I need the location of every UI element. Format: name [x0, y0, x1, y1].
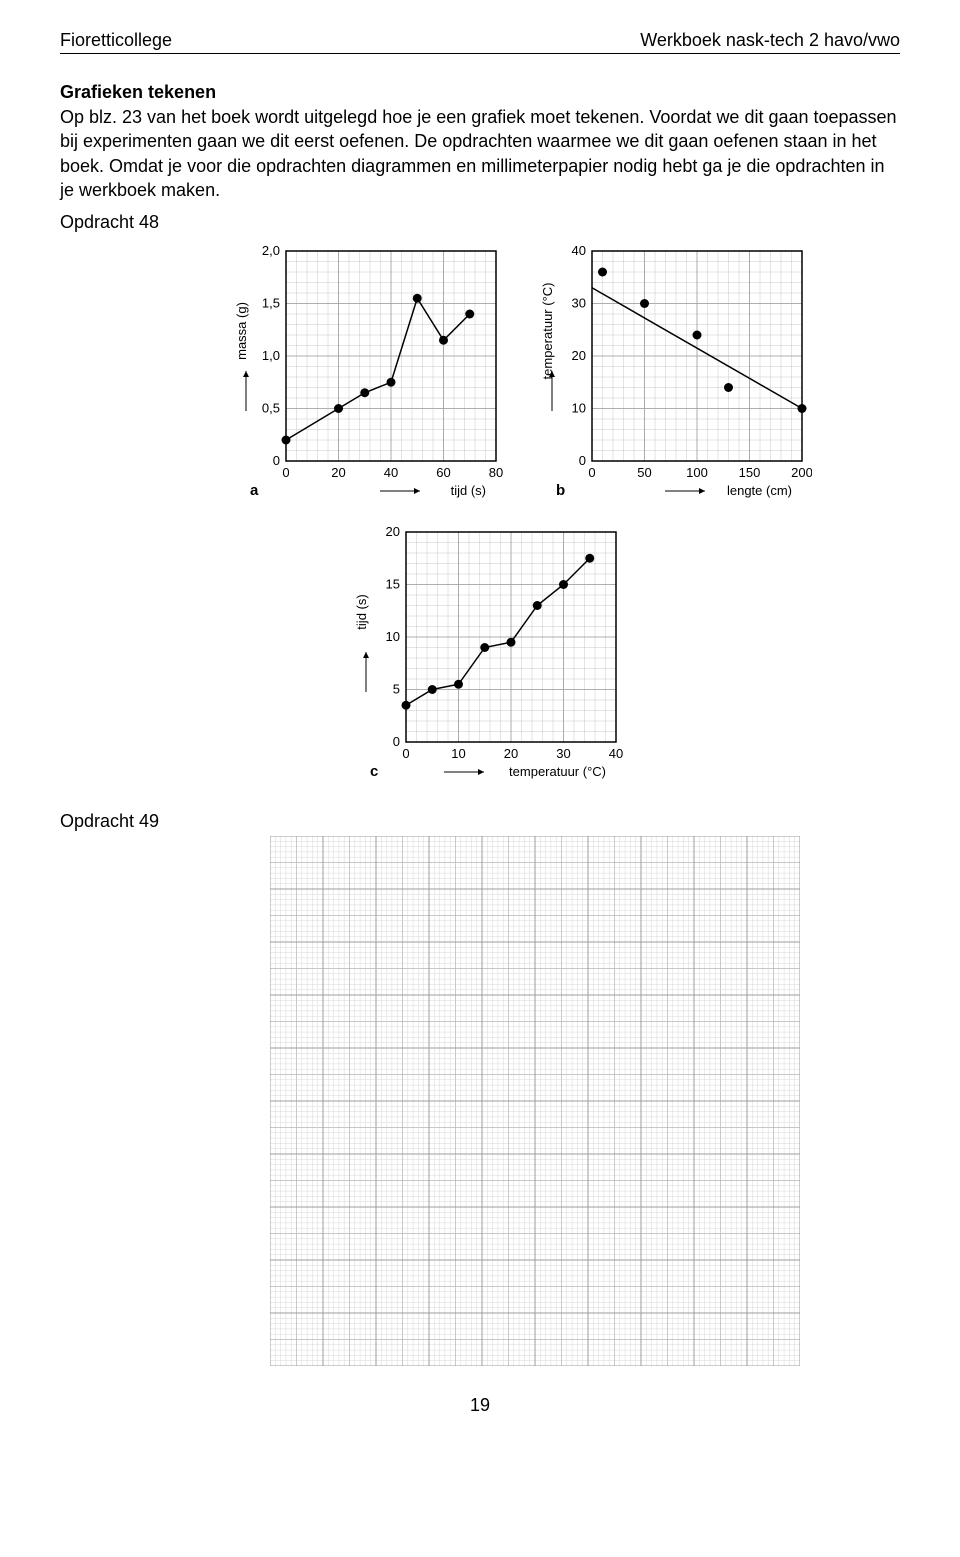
svg-text:0: 0 — [588, 465, 595, 480]
chart-c: 0 10 20 30 40 0 5 10 15 20 temperatuur (°C) tijd (s… — [350, 522, 900, 793]
svg-text:b: b — [556, 482, 565, 499]
svg-text:40: 40 — [609, 746, 623, 761]
charts-row-ab: 0 20 40 60 80 0 0,5 1,0 1,5 2,0 tijd (s) massa (g) a… — [230, 241, 900, 512]
chart-b: 0 50 100 150 200 0 10 20 30 40 lengte (cm) temperat… — [536, 241, 812, 512]
svg-text:200: 200 — [791, 465, 812, 480]
svg-text:0: 0 — [393, 734, 400, 749]
svg-text:1,5: 1,5 — [262, 296, 280, 311]
svg-text:10: 10 — [572, 401, 586, 416]
svg-text:0,5: 0,5 — [262, 401, 280, 416]
svg-text:150: 150 — [739, 465, 761, 480]
svg-text:20: 20 — [572, 348, 586, 363]
svg-text:lengte (cm): lengte (cm) — [727, 483, 792, 498]
svg-text:100: 100 — [686, 465, 708, 480]
section-title: Grafieken tekenen — [60, 82, 900, 103]
svg-text:30: 30 — [572, 296, 586, 311]
svg-text:c: c — [370, 763, 378, 780]
svg-text:tijd (s): tijd (s) — [354, 594, 369, 629]
svg-text:0: 0 — [273, 453, 280, 468]
svg-text:temperatuur (°C): temperatuur (°C) — [540, 283, 555, 380]
page-number: 19 — [60, 1395, 900, 1416]
svg-text:temperatuur (°C): temperatuur (°C) — [509, 764, 606, 779]
svg-text:5: 5 — [393, 682, 400, 697]
millimeter-paper — [270, 836, 900, 1371]
svg-text:0: 0 — [282, 465, 289, 480]
svg-text:10: 10 — [386, 629, 400, 644]
svg-text:50: 50 — [637, 465, 651, 480]
svg-text:20: 20 — [504, 746, 518, 761]
opdracht-48-label: Opdracht 48 — [60, 212, 900, 233]
svg-text:massa (g): massa (g) — [234, 302, 249, 360]
svg-text:10: 10 — [451, 746, 465, 761]
header-underline — [60, 53, 900, 54]
svg-text:1,0: 1,0 — [262, 348, 280, 363]
svg-text:20: 20 — [386, 524, 400, 539]
svg-text:0: 0 — [402, 746, 409, 761]
body-text: Op blz. 23 van het boek wordt uitgelegd … — [60, 105, 900, 202]
header-left: Fioretticollege — [60, 30, 172, 51]
svg-text:15: 15 — [386, 577, 400, 592]
svg-text:40: 40 — [384, 465, 398, 480]
opdracht-49-label: Opdracht 49 — [60, 811, 900, 832]
svg-text:20: 20 — [331, 465, 345, 480]
chart-a: 0 20 40 60 80 0 0,5 1,0 1,5 2,0 tijd (s) massa (g) a — [230, 241, 506, 512]
header-right: Werkboek nask-tech 2 havo/vwo — [640, 30, 900, 51]
svg-text:tijd (s): tijd (s) — [451, 483, 486, 498]
page-header: Fioretticollege Werkboek nask-tech 2 hav… — [60, 30, 900, 51]
svg-text:80: 80 — [489, 465, 503, 480]
svg-text:60: 60 — [436, 465, 450, 480]
svg-text:a: a — [250, 482, 259, 499]
svg-text:40: 40 — [572, 243, 586, 258]
svg-text:2,0: 2,0 — [262, 243, 280, 258]
svg-text:30: 30 — [556, 746, 570, 761]
svg-text:0: 0 — [579, 453, 586, 468]
